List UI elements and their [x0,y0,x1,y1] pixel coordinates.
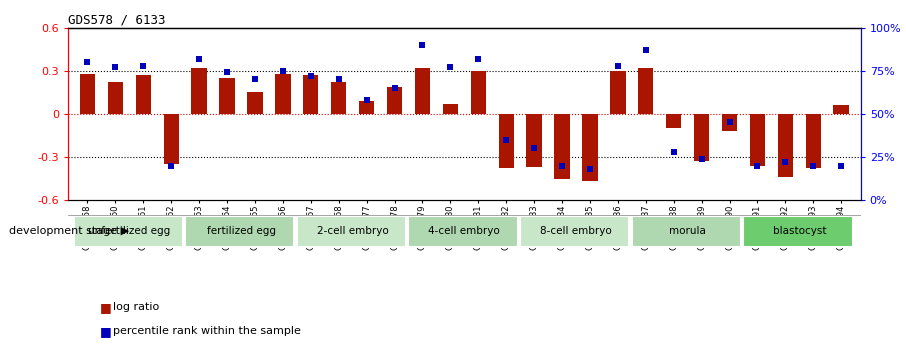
Bar [777,114,793,177]
Text: fertilized egg: fertilized egg [207,226,275,236]
Text: percentile rank within the sample: percentile rank within the sample [113,326,301,336]
Text: 4-cell embryo: 4-cell embryo [429,226,500,236]
Text: unfertilized egg: unfertilized egg [88,226,170,236]
Text: ■: ■ [100,300,111,314]
Text: morula: morula [670,226,706,236]
Bar [304,75,319,114]
Bar [164,114,178,164]
Bar [666,114,681,128]
FancyBboxPatch shape [185,216,294,247]
Bar [470,71,486,114]
FancyBboxPatch shape [297,216,406,247]
FancyBboxPatch shape [631,216,741,247]
Bar [387,87,402,114]
Bar [219,78,235,114]
Bar [359,101,374,114]
Bar [415,68,430,114]
Bar [694,114,709,161]
FancyBboxPatch shape [73,216,183,247]
Bar [526,114,542,167]
Text: blastocyst: blastocyst [773,226,826,236]
FancyBboxPatch shape [409,216,517,247]
Text: 8-cell embryo: 8-cell embryo [540,226,612,236]
Bar [750,114,765,166]
Bar [247,92,263,114]
Bar [108,82,123,114]
Text: 2-cell embryo: 2-cell embryo [317,226,389,236]
Bar [610,71,625,114]
Bar [191,68,207,114]
Bar [722,114,737,131]
Bar [638,68,653,114]
Text: ■: ■ [100,325,111,338]
Bar [331,82,346,114]
Bar [805,114,821,168]
Bar [834,105,849,114]
Bar [275,73,291,114]
Bar [583,114,598,181]
FancyBboxPatch shape [520,216,630,247]
Bar [554,114,570,179]
Bar [136,75,151,114]
Bar [443,104,458,114]
Bar [80,73,95,114]
Text: development stage ▶: development stage ▶ [9,226,130,236]
Text: GDS578 / 6133: GDS578 / 6133 [68,13,166,27]
Text: log ratio: log ratio [113,302,159,312]
Bar [498,114,514,168]
FancyBboxPatch shape [744,216,853,247]
